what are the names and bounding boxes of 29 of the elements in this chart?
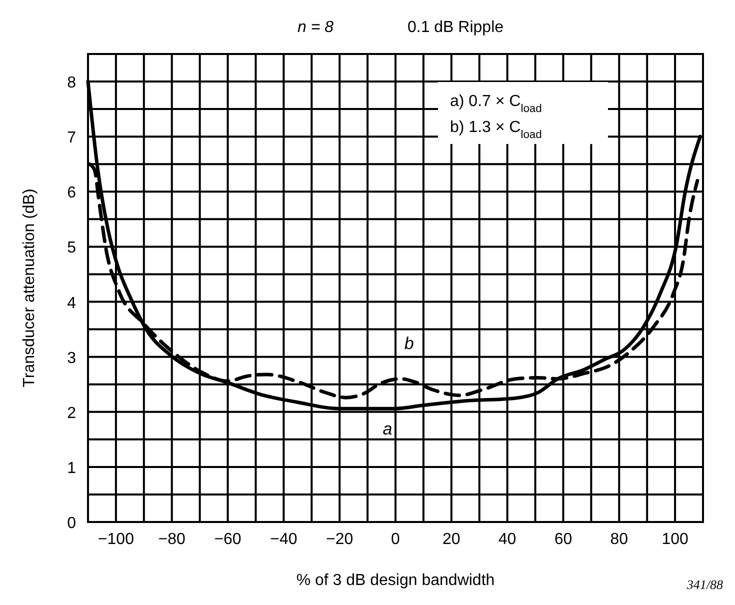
series-label: b [404, 334, 414, 353]
y-tick-label: 3 [67, 350, 76, 367]
y-axis-title: Transducer attenuation (dB) [21, 188, 38, 388]
text: 341/88 [686, 577, 724, 592]
y-tick-label: 4 [67, 294, 76, 312]
x-tick-label: 100 [662, 531, 688, 548]
x-tick-label: −80 [158, 531, 186, 548]
chart-title: n = 8 [297, 19, 334, 36]
x-tick-label: −40 [270, 531, 298, 548]
x-tick-label: 80 [610, 531, 628, 548]
x-tick-label: −100 [98, 531, 134, 548]
y-tick-label: 7 [67, 130, 76, 147]
x-tick-label: 40 [498, 531, 516, 548]
y-tick-label: 1 [67, 460, 76, 477]
y-tick-label: 5 [67, 240, 76, 257]
series-label: a [382, 420, 392, 439]
y-tick-label: 8 [67, 74, 76, 92]
y-tick-label: 6 [67, 184, 76, 202]
x-tick-label: −20 [326, 531, 354, 548]
chart-subtitle: 0.1 dB Ripple [407, 19, 504, 36]
x-tick-label: −60 [214, 531, 242, 548]
annotation: a) 0.7 × C$_{load}$ [450, 93, 542, 115]
x-tick-label: 60 [554, 531, 572, 548]
x-tick-label: 0 [391, 531, 400, 548]
annotation: b) 1.3 × C$_{load}$ [450, 119, 542, 141]
x-tick-label: 20 [442, 531, 460, 548]
y-tick-label: 0 [67, 515, 76, 532]
x-axis-title: % of 3 dB design bandwidth [296, 572, 495, 589]
y-tick-label: 2 [67, 404, 76, 422]
